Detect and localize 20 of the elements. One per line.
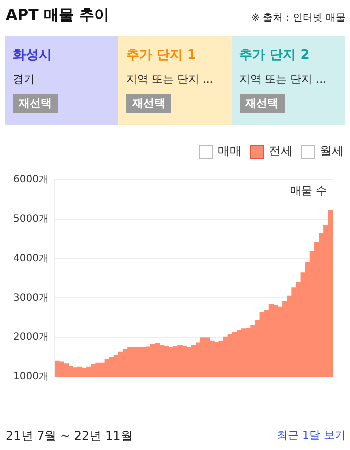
text: 월세	[320, 143, 344, 160]
y-tick-label: 2000개	[14, 332, 49, 344]
y-tick-label: 1000개	[14, 372, 49, 383]
y-tick-label: 3000개	[14, 292, 49, 304]
selection-card: 추가 단지 1 지역 또는 단지 ... 재선택	[118, 36, 232, 125]
y-tick-label: 4000개	[14, 253, 49, 264]
chart-title: APT 매물 추이	[6, 6, 110, 25]
reselect-button: 재선택	[13, 94, 58, 113]
y-tick-label: 5000개	[14, 214, 49, 225]
selection-card: 추가 단지 2 지역 또는 단지 ... 재선택	[232, 36, 345, 125]
text: 매매	[218, 143, 242, 160]
reselect-button: 재선택	[126, 94, 172, 113]
text: ※ 출처 : 인터넷 매물	[252, 12, 346, 25]
selection-card: 화성시 경기 재선택	[5, 36, 118, 125]
legend-label: 전세	[269, 143, 293, 160]
text: 최근 1달 보기	[277, 428, 346, 443]
y-tick-label: 6000개	[14, 174, 49, 186]
y-axis-title: 매물 수	[290, 184, 327, 198]
reselect-button: 재선택	[240, 94, 285, 113]
text: 21년 7월 ~ 22년 11월	[6, 428, 133, 445]
